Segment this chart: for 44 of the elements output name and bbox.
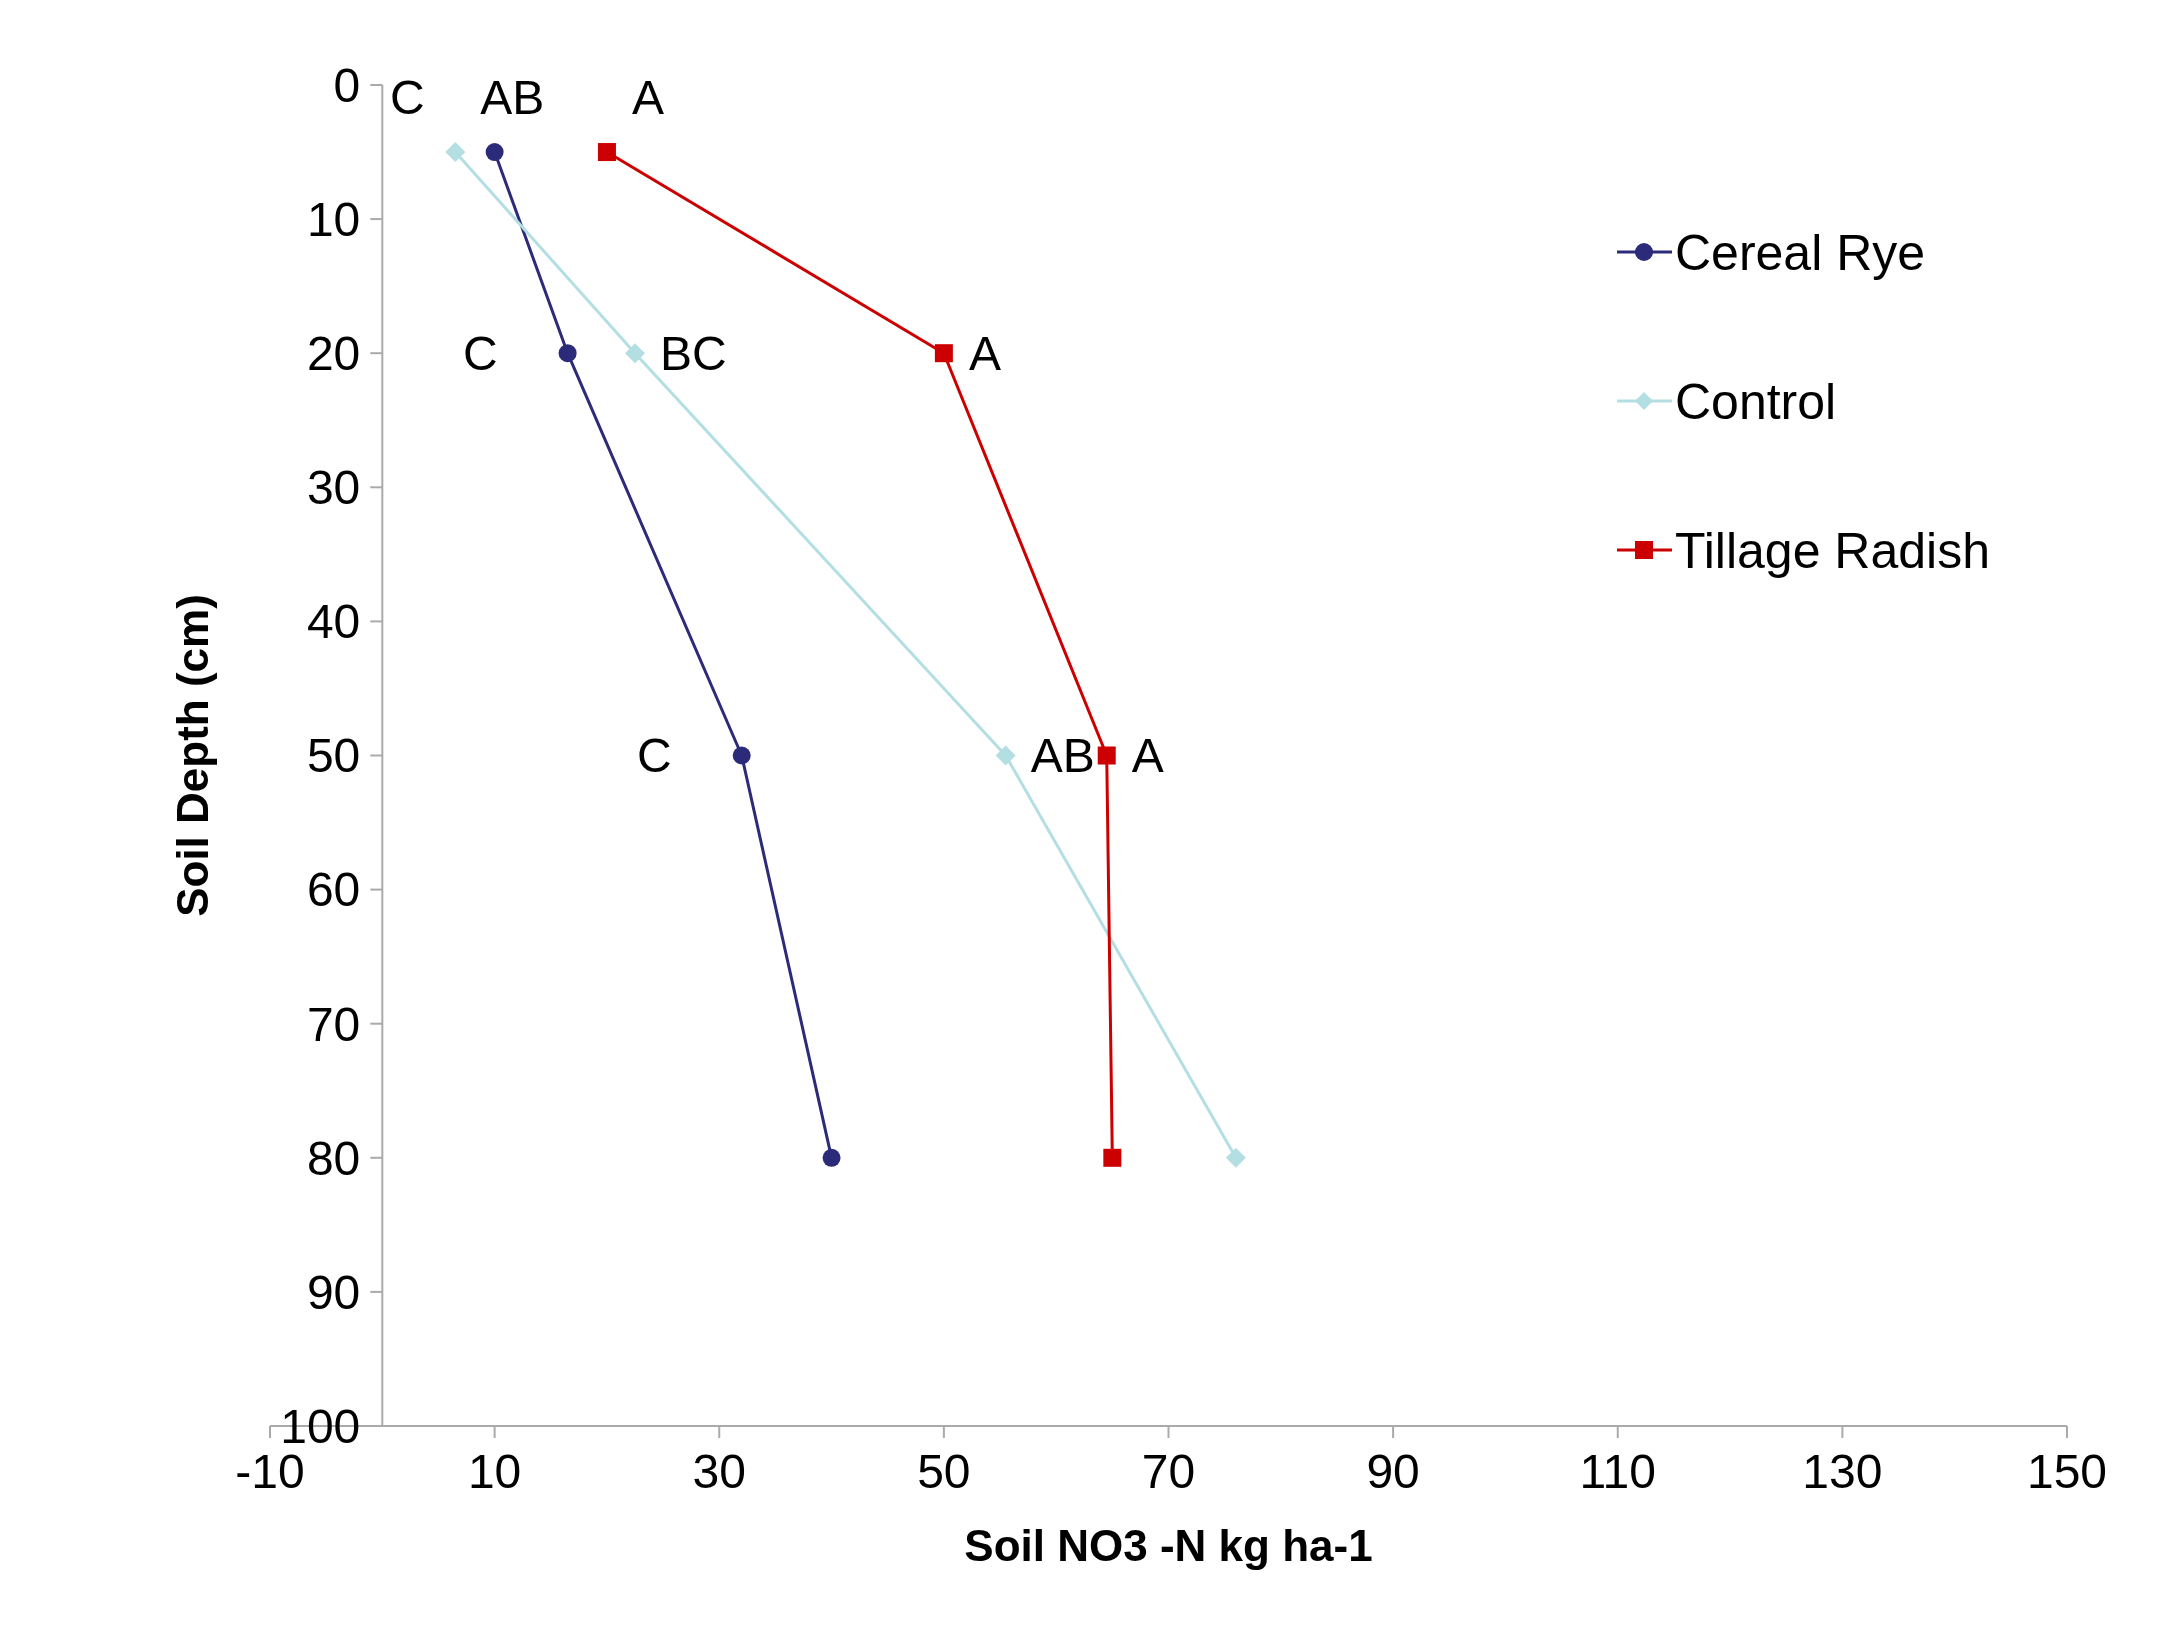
x-tick-label: 110 [1579,1445,1657,1498]
annotation: A [631,70,664,124]
y-axis-title: Soil Depth (cm) [168,594,217,917]
y-tick-label: 80 [306,1131,361,1185]
legend-label: Control [1675,373,1837,430]
x-tick-label: 30 [692,1445,746,1498]
annotation: AB [1030,729,1095,783]
y-tick-label: 60 [306,863,361,917]
annotation: A [968,327,1001,380]
x-tick-label: 10 [467,1445,522,1498]
point [485,143,504,162]
point [1103,1148,1122,1167]
point [732,746,751,765]
point [1097,746,1116,765]
point [822,1148,841,1167]
point [934,344,953,363]
x-tick-label: 150 [2026,1445,2108,1498]
point [558,344,577,363]
annotation: C [637,729,672,783]
point [445,142,466,163]
point [1225,1147,1246,1168]
point [995,745,1016,766]
point [625,343,646,364]
x-tick-label: 130 [1802,1445,1883,1498]
annotation: AB [480,70,545,124]
x-tick-label: 90 [1366,1445,1420,1498]
annotation: BC [660,327,727,380]
annotation: C [389,70,425,124]
y-tick-label: 10 [306,192,361,246]
y-tick-label: 40 [306,595,361,649]
legend-label: Cereal Rye [1675,224,1926,281]
legend-label: Tillage Radish [1675,522,1990,579]
y-tick-label: 70 [306,997,361,1051]
y-tick-label: 0 [333,58,361,112]
annotation: A [1131,729,1164,783]
y-tick-label: 90 [306,1265,361,1319]
annotation: C [462,327,498,380]
y-tick-label: 20 [306,327,361,380]
x-tick-label: 50 [917,1445,971,1498]
x-tick-label: 70 [1141,1445,1196,1498]
y-tick-label: 50 [306,729,361,783]
y-tick-label: 30 [306,461,361,515]
x-axis-title: Soil NO3 -N kg ha-1 [964,1521,1373,1570]
point [597,143,616,162]
